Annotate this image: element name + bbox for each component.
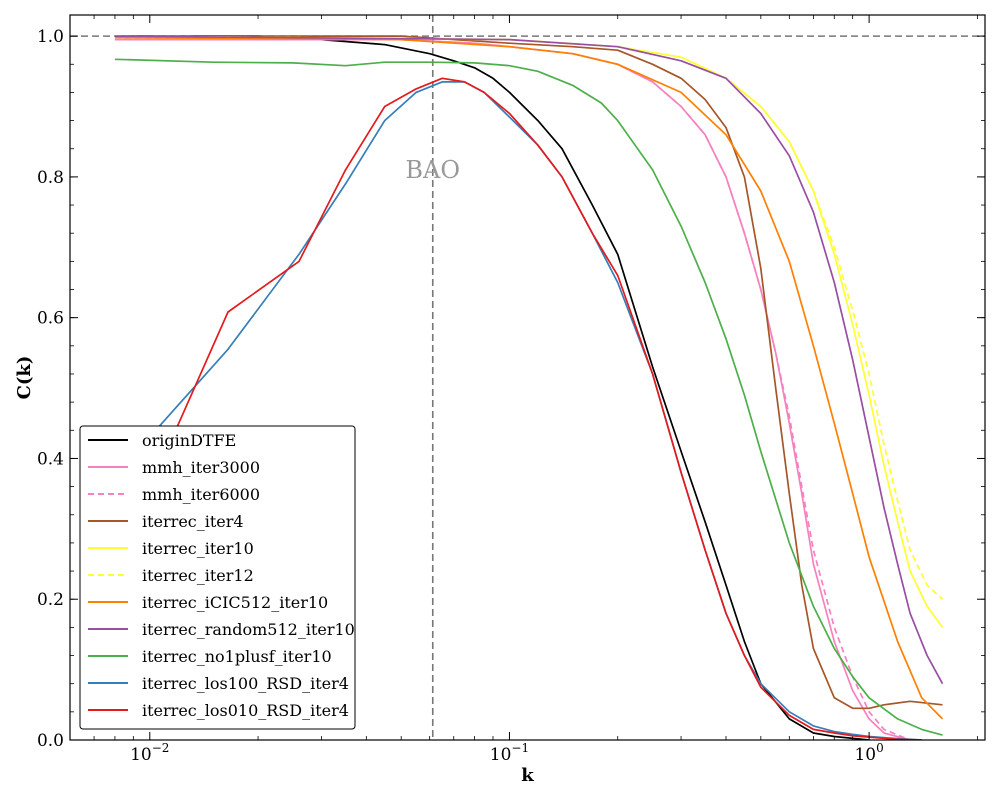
series-line-mmh_iter6000 [114, 38, 911, 740]
legend-label-originDTFE: originDTFE [142, 431, 236, 450]
series-line-iterrec_iter4 [114, 35, 943, 710]
series-line-iterrec_iCIC512_iter10 [114, 36, 944, 720]
y-axis-label: C(k) [14, 356, 35, 400]
y-tick-label: 0.2 [37, 590, 64, 610]
legend-label-iterrec_iCIC512_iter10: iterrec_iCIC512_iter10 [142, 593, 328, 612]
x-tick-label: 100 [854, 741, 883, 765]
legend-label-mmh_iter6000: mmh_iter6000 [142, 485, 260, 504]
series-line-iterrec_los100_RSD_iter4 [114, 81, 922, 740]
legend-label-iterrec_iter12: iterrec_iter12 [142, 566, 254, 585]
y-tick-label: 0.6 [37, 309, 64, 329]
annotations: BAO [405, 156, 460, 184]
y-tick-label: 0.4 [37, 449, 64, 469]
y-tick-label: 1.0 [37, 27, 64, 47]
y-tick-label: 0.8 [37, 168, 64, 188]
annotation-bao: BAO [405, 156, 460, 184]
series-line-iterrec_random512_iter10 [114, 35, 944, 685]
x-tick-label: 10−2 [130, 741, 169, 765]
plot-frame [69, 14, 986, 741]
legend-label-iterrec_iter10: iterrec_iter10 [142, 539, 254, 558]
reference-lines [70, 15, 985, 740]
legend-label-iterrec_iter4: iterrec_iter4 [142, 512, 244, 531]
x-tick-label: 10−1 [490, 741, 529, 765]
legend: originDTFE mmh_iter3000 mmh_iter6000iterre… [79, 425, 356, 730]
legend-label-iterrec_los100_RSD_iter4: iterrec_los100_RSD_iter4 [142, 674, 349, 693]
series-line-iterrec_no1plusf_iter10 [114, 58, 943, 736]
major-ticks: 10−2 10−1 100 0.0 0.2 0.4 0.6 0.8 1.0 [37, 15, 985, 765]
y-tick-label: 0.0 [37, 731, 64, 751]
legend-box [79, 425, 356, 730]
legend-label-mmh_iter3000: mmh_iter3000 [142, 458, 260, 477]
series-line-iterrec_los010_RSD_iter4 [114, 77, 922, 740]
plot-area [114, 35, 944, 740]
legend-label-iterrec_no1plusf_iter10: iterrec_no1plusf_iter10 [142, 647, 332, 666]
series-line-iterrec_iter12 [114, 35, 944, 600]
x-axis-label: k [521, 765, 534, 786]
legend-label-iterrec_los010_RSD_iter4: iterrec_los010_RSD_iter4 [142, 701, 349, 720]
legend-label-iterrec_random512_iter10: iterrec_random512_iter10 [142, 620, 355, 639]
